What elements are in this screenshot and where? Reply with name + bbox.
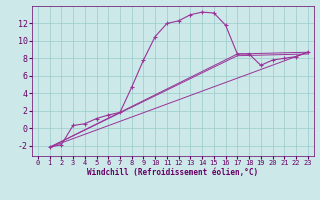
X-axis label: Windchill (Refroidissement éolien,°C): Windchill (Refroidissement éolien,°C) [87, 168, 258, 177]
